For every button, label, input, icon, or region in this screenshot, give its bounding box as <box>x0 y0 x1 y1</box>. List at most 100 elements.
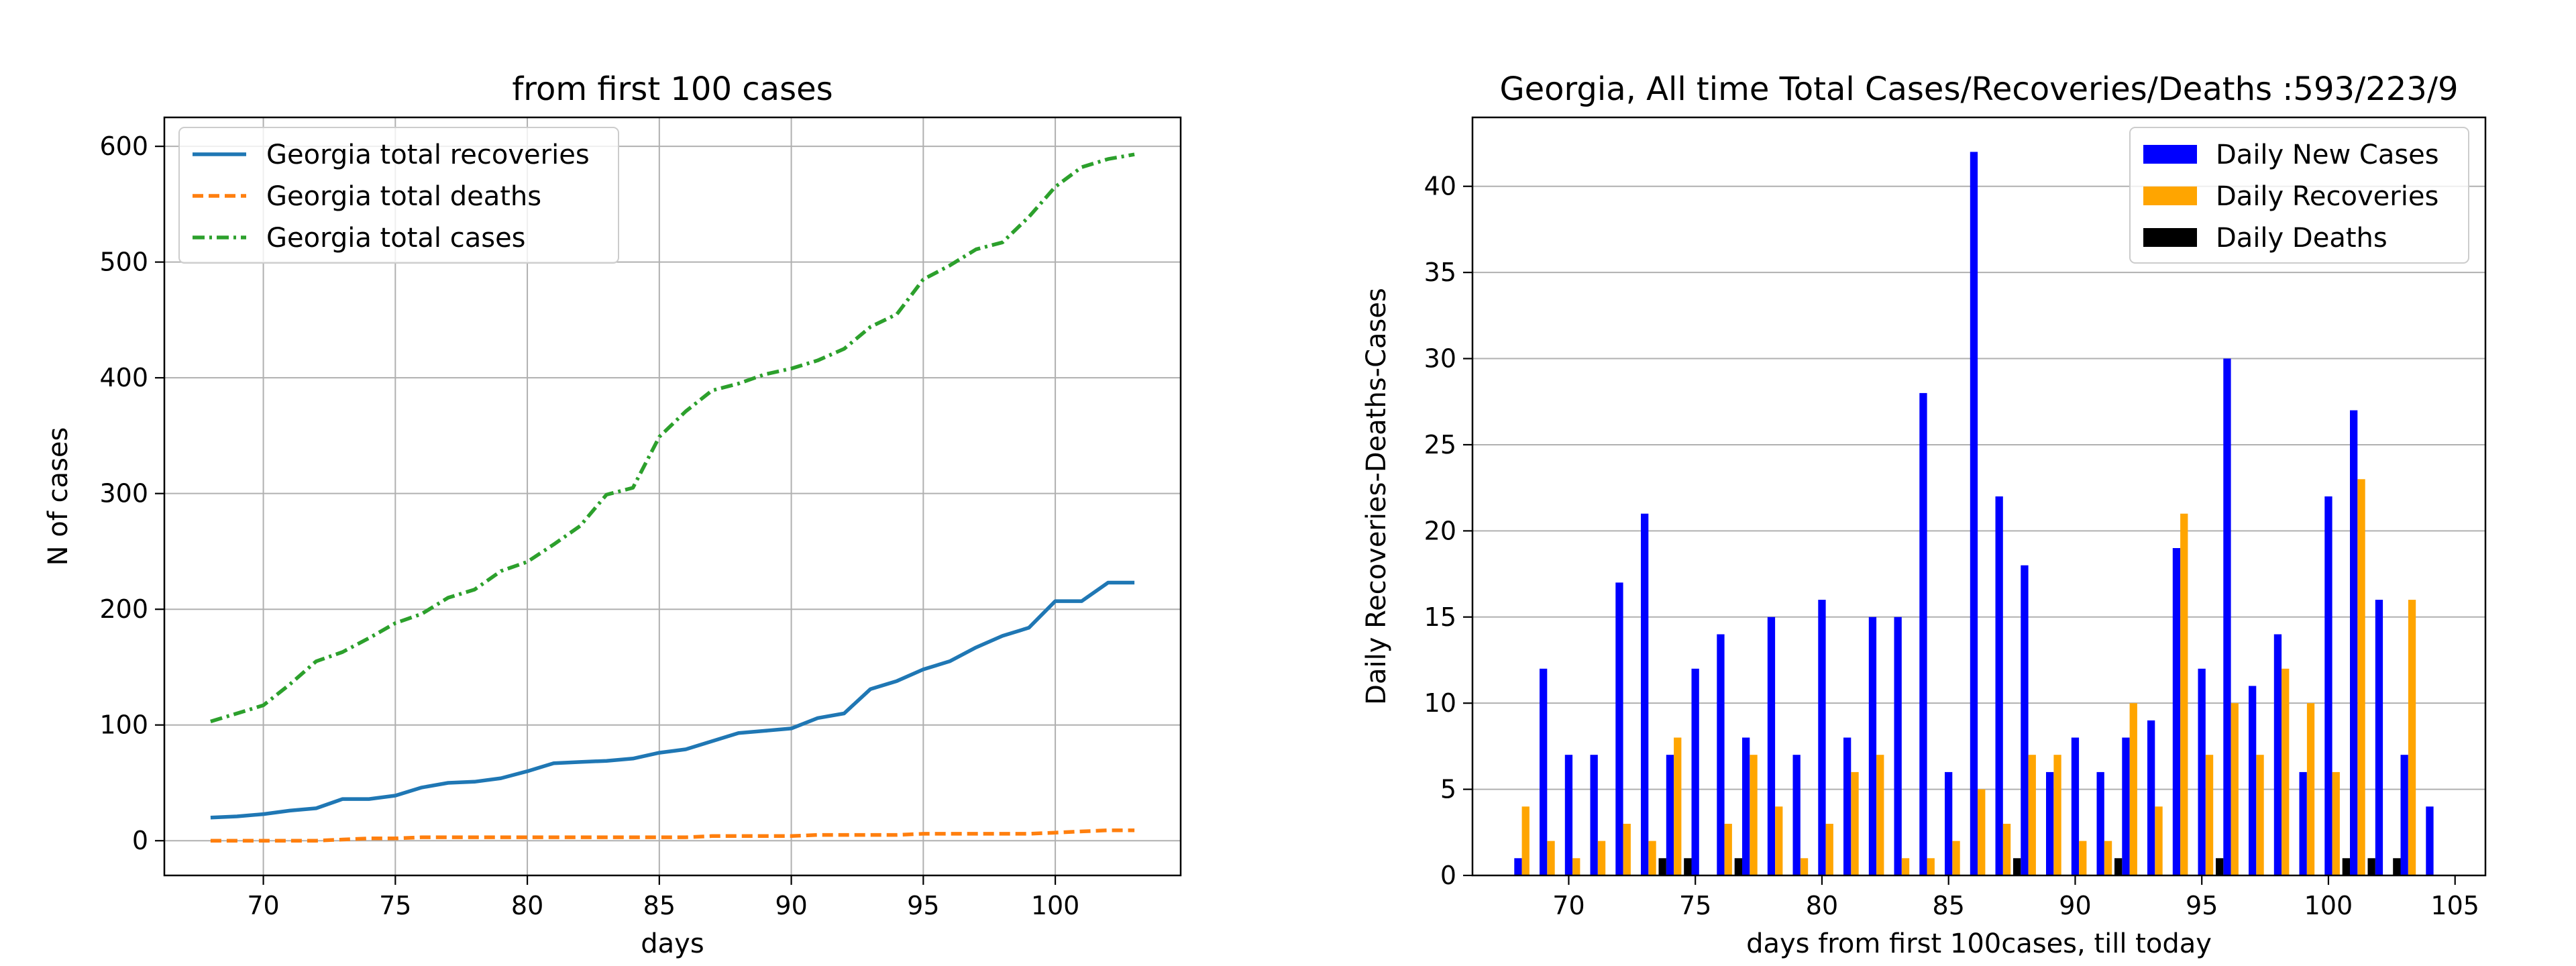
y-tick-label: 200 <box>99 594 148 624</box>
legend-label-deaths: Daily Deaths <box>2216 223 2387 254</box>
bar-recoveries <box>1775 806 1783 875</box>
series-line-deaths <box>210 828 1135 843</box>
bar-deaths <box>1658 858 1666 875</box>
bar-new-cases <box>1894 616 1902 875</box>
bar-deaths <box>2013 858 2021 875</box>
bar-recoveries <box>1521 806 1529 875</box>
y-tick-label: 300 <box>99 479 148 508</box>
y-tick-label: 25 <box>1424 430 1456 460</box>
bar-recoveries <box>2053 755 2061 875</box>
x-tick-label: 75 <box>379 891 411 920</box>
bar-recoveries <box>1927 858 1935 875</box>
plot-frame <box>1471 116 2487 877</box>
bar-new-cases <box>1717 634 1725 875</box>
bar-new-cases <box>2426 806 2434 875</box>
x-tick-label: 85 <box>1933 891 1965 920</box>
y-tick-label: 20 <box>1424 516 1456 545</box>
legend-box <box>2129 127 2469 264</box>
bar-new-cases <box>2021 565 2029 875</box>
legend-swatch-deaths <box>2143 228 2197 247</box>
bar-new-cases <box>1590 755 1598 875</box>
bar-recoveries <box>1978 789 1986 875</box>
axis-ticks: 70 75 80 85 90 95 100 105 0 5 10 15 20 25 30 35 40 <box>1424 172 2479 920</box>
bar-new-cases <box>1919 392 1927 875</box>
legend-label-recoveries: Daily Recoveries <box>2216 181 2438 212</box>
bar-recoveries <box>2104 841 2112 875</box>
bar-new-cases <box>2046 771 2054 875</box>
axis-ticks: 70 75 80 85 90 95 100 0 100 200 300 400 500 600 <box>99 131 1079 920</box>
chart-title: from first 100 cases <box>512 70 833 108</box>
line-chart-panel: 70 75 80 85 90 95 100 0 100 200 300 400 500 600 from … <box>43 70 1182 959</box>
bar-new-cases <box>1792 755 1801 875</box>
bar-new-cases <box>1818 600 1826 875</box>
legend-label-recoveries: Georgia total recoveries <box>266 140 590 170</box>
bar-new-cases <box>1767 616 1776 875</box>
x-tick-label: 90 <box>2059 891 2091 920</box>
legend: Daily New Cases Daily Recoveries Daily Dea… <box>2129 127 2469 264</box>
x-axis-label: days <box>641 928 704 959</box>
bar-new-cases <box>2198 668 2206 875</box>
y-tick-label: 15 <box>1424 602 1456 632</box>
legend-label-deaths: Georgia total deaths <box>266 181 541 212</box>
legend: Georgia total recoveries Georgia total de… <box>178 127 619 264</box>
x-tick-label: 90 <box>775 891 807 920</box>
y-tick-label: 5 <box>1440 775 1456 804</box>
bar-deaths <box>2114 858 2123 875</box>
bar-recoveries <box>1547 841 1555 875</box>
bar-recoveries <box>2028 755 2036 875</box>
bar-new-cases <box>1970 152 1978 875</box>
legend-label-new-cases: Daily New Cases <box>2216 140 2439 170</box>
line-series <box>210 152 1135 843</box>
legend-box <box>178 127 619 264</box>
bar-new-cases <box>2096 771 2104 875</box>
bar-recoveries <box>2002 824 2011 875</box>
bar-new-cases <box>1615 582 1623 875</box>
plot-frame <box>163 116 1182 877</box>
bar-recoveries <box>2408 600 2416 875</box>
bar-new-cases <box>1945 771 1953 875</box>
bar-new-cases <box>1540 668 1548 875</box>
bar-new-cases <box>1868 616 1877 875</box>
bar-new-cases <box>1514 858 1522 875</box>
bar-deaths <box>2216 858 2224 875</box>
y-tick-label: 500 <box>99 248 148 277</box>
bar-recoveries <box>2205 755 2214 875</box>
y-tick-label: 30 <box>1424 344 1456 374</box>
bar-new-cases <box>2350 410 2358 875</box>
bar-recoveries <box>2079 841 2087 875</box>
y-tick-label: 400 <box>99 363 148 392</box>
bar-series <box>1514 152 2434 875</box>
bar-recoveries <box>1876 755 1884 875</box>
bar-recoveries <box>2357 479 2365 875</box>
x-tick-label: 100 <box>1031 891 1080 920</box>
bar-new-cases <box>1995 496 2003 875</box>
bar-deaths <box>1734 858 1742 875</box>
bar-new-cases <box>2122 737 2130 875</box>
bar-recoveries <box>2332 771 2340 875</box>
x-tick-label: 80 <box>1806 891 1838 920</box>
bar-recoveries <box>1597 841 1606 875</box>
y-tick-label: 0 <box>1440 861 1456 890</box>
bar-recoveries <box>2129 703 2137 875</box>
bar-deaths <box>2393 858 2401 875</box>
y-tick-label: 40 <box>1424 172 1456 201</box>
x-tick-label: 70 <box>247 891 279 920</box>
bar-recoveries <box>1648 841 1656 875</box>
bar-recoveries <box>1952 841 1960 875</box>
x-tick-label: 85 <box>643 891 676 920</box>
y-tick-label: 35 <box>1424 258 1456 287</box>
x-tick-label: 80 <box>511 891 543 920</box>
x-tick-label: 100 <box>2304 891 2353 920</box>
bar-deaths <box>1684 858 1692 875</box>
y-axis-label: Daily Recoveries-Deaths-Cases <box>1361 288 1392 705</box>
bar-new-cases <box>2375 600 2383 875</box>
bar-new-cases <box>2071 737 2080 875</box>
bar-recoveries <box>2256 755 2264 875</box>
bar-recoveries <box>2180 513 2188 875</box>
bar-recoveries <box>1750 755 1758 875</box>
bar-new-cases <box>1666 755 1674 875</box>
bar-new-cases <box>2324 496 2332 875</box>
legend-label-cases: Georgia total cases <box>266 223 526 254</box>
bar-chart-panel: 70 75 80 85 90 95 100 105 0 5 10 15 20 25 30 35 40 Georg… <box>1361 70 2487 959</box>
x-tick-label: 70 <box>1552 891 1585 920</box>
